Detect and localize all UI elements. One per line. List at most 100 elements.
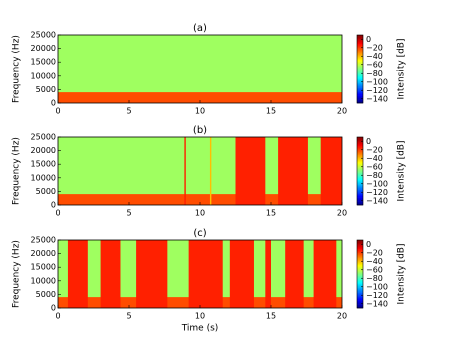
x-tick-label: 0 [55, 107, 60, 116]
intensity-region [265, 240, 271, 308]
colorbar-swatch [357, 246, 363, 249]
intensity-region [58, 194, 342, 205]
colorbar-swatch [357, 183, 363, 185]
colorbar-swatch [357, 261, 363, 263]
colorbar-swatch [357, 304, 363, 307]
colorbar-swatch [357, 245, 363, 248]
colorbar-swatch [357, 137, 363, 139]
colorbar-swatch [357, 52, 363, 54]
colorbar-swatch [357, 61, 363, 63]
colorbar-swatch [357, 272, 363, 275]
colorbar-swatch [357, 168, 363, 171]
colorbar-tick-label: −20 [366, 43, 383, 52]
colorbar-swatch [357, 264, 363, 267]
colorbar-swatch [357, 247, 363, 250]
colorbar-swatch [357, 186, 363, 189]
colorbar-tick-label: −140 [366, 299, 388, 308]
colorbar-swatch [357, 149, 363, 151]
y-tick-label: 0 [51, 304, 56, 313]
colorbar-swatch [357, 44, 363, 46]
colorbar-swatch [357, 86, 363, 88]
colorbar-swatch [357, 172, 363, 174]
colorbar-swatch [357, 197, 363, 199]
x-tick-label: 15 [266, 209, 276, 218]
colorbar-tick-label: 0 [366, 240, 371, 249]
colorbar-swatch [357, 185, 363, 188]
y-tick-label: 20000 [31, 249, 56, 258]
colorbar-swatch [357, 95, 363, 97]
intensity-region [67, 240, 88, 308]
background [58, 35, 342, 103]
colorbar-swatch [357, 76, 363, 79]
colorbar-frame [356, 136, 364, 206]
colorbar-swatch [357, 140, 363, 142]
colorbar-tick-label: −60 [366, 265, 383, 274]
colorbar-swatch [357, 91, 363, 94]
colorbar-swatch [357, 298, 363, 301]
colorbar-swatch [357, 37, 363, 39]
colorbar-tick-label: −60 [366, 60, 383, 69]
colorbar-swatch [357, 296, 363, 299]
x-tick-label: 10 [195, 209, 205, 218]
colorbar-swatch [357, 62, 363, 64]
x-tick-label: 0 [55, 312, 60, 321]
colorbar-tick-label: −20 [366, 248, 383, 257]
colorbar-swatch [357, 139, 363, 141]
colorbar-swatch [357, 38, 363, 40]
colorbar-swatch [357, 150, 363, 153]
colorbar-swatch [357, 39, 363, 41]
colorbar-swatch [357, 280, 363, 283]
colorbar-swatch [357, 70, 363, 72]
colorbar-swatch [357, 194, 363, 197]
colorbar-swatch [357, 293, 363, 295]
colorbar-swatch [357, 99, 363, 102]
y-tick-label: 15000 [31, 263, 56, 272]
x-tick-label: 5 [126, 209, 131, 218]
y-tick-label: 15000 [31, 58, 56, 67]
colorbar-swatch [357, 267, 363, 269]
colorbar-swatch [357, 195, 363, 198]
colorbar-swatch [357, 154, 363, 156]
colorbar-swatch [357, 101, 363, 104]
colorbar-swatch [357, 36, 363, 38]
colorbar-swatch [357, 89, 363, 91]
panel-title: (c) [193, 228, 206, 239]
colorbar-swatch [357, 303, 363, 305]
x-tick-label: 10 [195, 107, 205, 116]
colorbar-swatch [357, 278, 363, 280]
y-axis-label: Frequency (Hz) [12, 240, 22, 308]
colorbar-swatch [357, 141, 363, 143]
colorbar-tick-label: −60 [366, 162, 383, 171]
intensity-region [100, 240, 121, 308]
colorbar-swatch [357, 286, 363, 288]
colorbar-swatch [357, 87, 363, 89]
x-axis-label: Time (s) [181, 324, 219, 334]
colorbar-tick-label: −120 [366, 291, 388, 300]
colorbar-swatch [357, 259, 363, 261]
colorbar-swatch [357, 171, 363, 173]
colorbar-swatch [357, 174, 363, 176]
colorbar-swatch [357, 302, 363, 304]
colorbar-swatch [357, 151, 363, 154]
colorbar-label: Intensity [dB] [397, 39, 407, 100]
colorbar-swatch [357, 281, 363, 284]
colorbar-swatch [357, 67, 363, 70]
colorbar-swatch [357, 263, 363, 266]
intensity-region [313, 240, 337, 308]
colorbar-tick-label: −80 [366, 171, 383, 180]
colorbar-tick-label: −100 [366, 179, 388, 188]
colorbar-swatch [357, 180, 363, 182]
colorbar-swatch [357, 156, 363, 158]
colorbar-swatch [357, 46, 363, 48]
colorbar-tick-label: −100 [366, 282, 388, 291]
intensity-region [188, 240, 223, 308]
x-tick-label: 5 [126, 312, 131, 321]
colorbar-swatch [357, 155, 363, 157]
colorbar-swatch [357, 90, 363, 92]
intensity-region [58, 92, 342, 103]
colorbar-tick-label: −80 [366, 69, 383, 78]
colorbar-swatch [357, 64, 363, 66]
x-tick-label: 15 [266, 312, 276, 321]
colorbar-swatch [357, 190, 363, 192]
